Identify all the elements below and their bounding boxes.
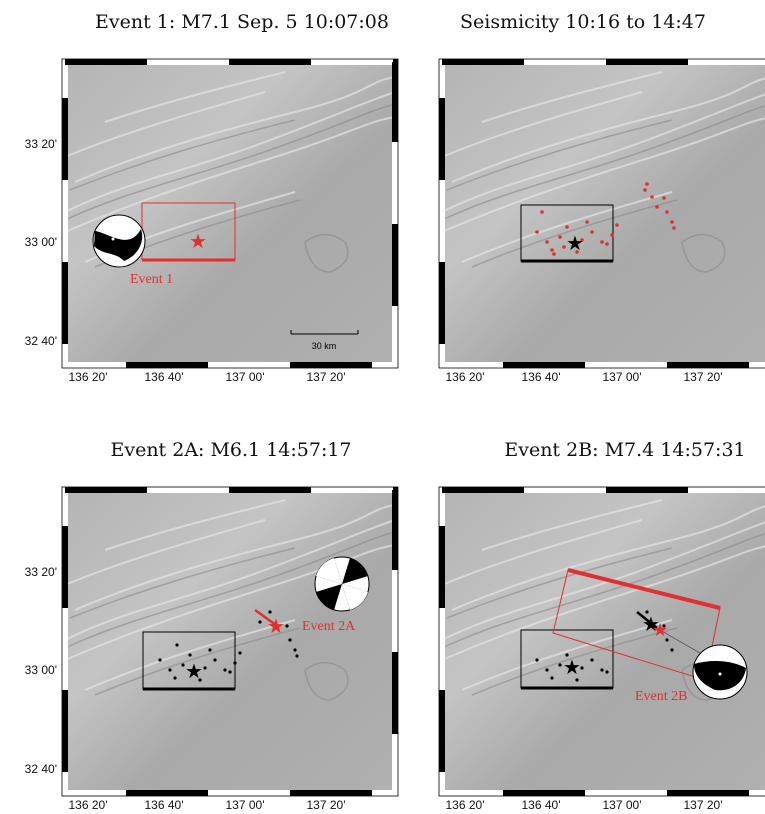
y-tick-label: 33 00': [25, 663, 57, 677]
x-tick-label: 136 40': [522, 370, 561, 384]
x-tick-label: 137 20': [307, 370, 346, 384]
svg-text:★: ★: [652, 620, 668, 640]
svg-text:★: ★: [563, 657, 581, 679]
svg-text:★: ★: [566, 233, 584, 255]
x-tick-label: 136 20': [446, 798, 485, 812]
x-tick-label: 137 00': [226, 370, 265, 384]
annotation: Event 1: [130, 272, 173, 287]
y-tick-label: 33 20': [25, 137, 57, 151]
panel-title: Seismicity 10:16 to 14:47: [460, 11, 706, 33]
epicenter-star: ★: [189, 231, 207, 253]
x-tick-label: 137 20': [684, 798, 723, 812]
x-tick-label: 136 20': [69, 798, 108, 812]
x-tick-label: 137 20': [684, 370, 723, 384]
x-tick-label: 136 40': [145, 798, 184, 812]
svg-text:★: ★: [185, 661, 203, 683]
beachball: [315, 557, 369, 611]
x-tick-label: 136 20': [446, 370, 485, 384]
scale-label: 30 km: [312, 341, 337, 351]
y-tick-label: 32 40': [25, 334, 57, 348]
beachball: [93, 215, 145, 267]
svg-text:★: ★: [267, 616, 285, 638]
x-tick-label: 137 00': [603, 370, 642, 384]
map-panel: ★ Event 1 30 km: [62, 59, 398, 368]
map-panel: ★ ★ Event 2A: [62, 487, 398, 796]
panel-title: Event 1: M7.1 Sep. 5 10:07:08: [95, 11, 389, 33]
beachball: [693, 645, 747, 699]
figure: ★ Event 1 30 km ★: [0, 0, 765, 814]
y-tick-label: 33 00': [25, 235, 57, 249]
panel-title: Event 2A: M6.1 14:57:17: [110, 439, 351, 461]
x-tick-label: 136 40': [145, 370, 184, 384]
y-tick-label: 32 40': [25, 762, 57, 776]
x-tick-label: 136 20': [69, 370, 108, 384]
panel-title: Event 2B: M7.4 14:57:31: [504, 439, 745, 461]
annotation: Event 2B: [635, 689, 688, 704]
annotation: Event 2A: [302, 619, 356, 634]
y-tick-label: 33 20': [25, 565, 57, 579]
x-tick-label: 137 00': [603, 798, 642, 812]
map-panel: ★ ★ ★ Event 2B: [439, 487, 765, 796]
x-tick-label: 137 00': [226, 798, 265, 812]
x-tick-label: 136 40': [522, 798, 561, 812]
map-panel: ★: [439, 59, 765, 368]
x-tick-label: 137 20': [307, 798, 346, 812]
